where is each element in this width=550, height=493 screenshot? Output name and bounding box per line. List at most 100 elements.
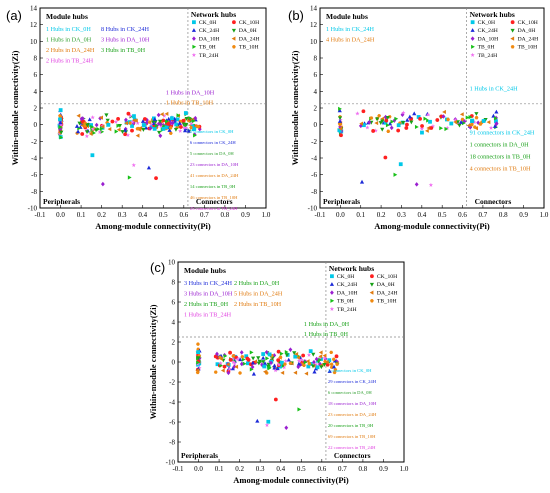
- x-tick-label: 0.0: [336, 211, 345, 219]
- x-tick-label: 0.1: [215, 465, 224, 473]
- data-point: [361, 109, 366, 114]
- data-point: [238, 371, 242, 375]
- data-point: [242, 361, 247, 366]
- data-point: [263, 369, 267, 374]
- data-point: [310, 364, 316, 369]
- data-point: [193, 133, 197, 138]
- data-point: [184, 125, 189, 130]
- x-tick-label: 0.2: [235, 465, 244, 473]
- connector-note: 41 connectors in DA_24H: [190, 173, 239, 178]
- data-point: [186, 128, 191, 133]
- connector-note: 69 connectors in TB_10H: [328, 434, 376, 439]
- data-point: [168, 126, 173, 130]
- legend-marker: [510, 20, 515, 25]
- data-point: [250, 360, 256, 365]
- y-tick-label: 2: [34, 105, 38, 113]
- data-point: [110, 119, 115, 124]
- data-point: [159, 112, 164, 117]
- data-point: [318, 350, 323, 355]
- legend-entry: CK_24H: [478, 28, 498, 34]
- data-point: [181, 122, 186, 127]
- module-hubs-label: Module hubs: [184, 266, 226, 275]
- data-point: [385, 123, 390, 128]
- connector-note: 29 connectors in CK_24H: [328, 379, 377, 384]
- data-point: [306, 364, 311, 369]
- data-point: [262, 364, 267, 369]
- network-hub-note: 1 Hubs in DA_10H: [166, 90, 215, 97]
- data-point: [449, 121, 454, 126]
- x-tick-label: 0.5: [438, 211, 447, 219]
- data-point: [465, 115, 470, 120]
- data-point: [308, 349, 313, 354]
- data-point: [152, 126, 157, 131]
- data-point: [404, 126, 409, 130]
- x-tick-label: 0.2: [97, 211, 106, 219]
- network-hub-note: 1 Hubs in TB_10H: [166, 100, 214, 107]
- data-point: [131, 162, 136, 167]
- y-tick-label: -8: [31, 188, 37, 196]
- legend-entry: DA_10H: [337, 290, 358, 296]
- data-point: [79, 116, 84, 122]
- data-point: [296, 361, 301, 366]
- data-point: [331, 357, 336, 361]
- data-point: [472, 120, 477, 125]
- connector-note: 6 connectors in DA_0H: [328, 390, 372, 395]
- data-point: [319, 357, 323, 361]
- y-tick-label: 10: [168, 259, 176, 267]
- legend-entry: TB_10H: [377, 299, 397, 305]
- data-point: [168, 131, 173, 135]
- y-axis-label: Within-module connectivity(Zi): [148, 304, 158, 419]
- data-point: [162, 113, 167, 118]
- x-tick-label: 0.9: [241, 211, 250, 219]
- data-point: [195, 368, 200, 373]
- x-tick-label: 0.4: [276, 465, 285, 473]
- data-point: [442, 109, 446, 115]
- data-point: [173, 127, 179, 132]
- connector-note: 25 connectors in TB_24H: [190, 206, 238, 211]
- data-point: [394, 116, 399, 121]
- data-point: [196, 350, 201, 355]
- data-point: [312, 369, 317, 374]
- y-tick-label: 4: [314, 88, 318, 96]
- data-point: [405, 117, 410, 122]
- legend-entry: CK_0H: [478, 20, 495, 26]
- data-point: [97, 129, 102, 135]
- data-point: [264, 349, 269, 355]
- y-tick-label: 0: [314, 121, 318, 129]
- data-point: [494, 119, 498, 123]
- network-hubs-label: Network hubs: [191, 10, 236, 19]
- data-point: [405, 122, 409, 127]
- data-point: [227, 366, 232, 371]
- legend-marker: [370, 274, 374, 279]
- data-point: [218, 361, 223, 366]
- data-point: [264, 422, 270, 427]
- data-point: [303, 360, 308, 365]
- data-point: [445, 125, 450, 130]
- connector-note: 91 connectors in CK_24H: [470, 130, 535, 137]
- data-point: [191, 118, 196, 124]
- data-point: [149, 121, 154, 127]
- data-point: [329, 350, 334, 355]
- data-point: [420, 130, 424, 135]
- data-point: [117, 124, 122, 128]
- legend-marker: [470, 20, 475, 25]
- data-point: [367, 120, 372, 125]
- legend-entry: TB_0H: [337, 299, 354, 305]
- data-point: [231, 359, 236, 364]
- legend-entry: TB_24H: [478, 53, 498, 59]
- x-tick-label: 0.1: [356, 211, 365, 219]
- x-tick-label: 0.9: [519, 211, 528, 219]
- data-point: [461, 121, 466, 126]
- data-point: [90, 115, 95, 120]
- data-point: [244, 354, 249, 359]
- data-point: [59, 130, 64, 135]
- network-hubs-label: Network hubs: [470, 10, 515, 19]
- data-point: [226, 370, 231, 376]
- y-tick-label: -10: [28, 205, 38, 213]
- data-point: [90, 124, 94, 130]
- network-hub-note: 1 Hubs in CK_24H: [470, 86, 518, 93]
- data-point: [251, 371, 256, 376]
- x-tick-label: 1.0: [400, 465, 409, 473]
- data-point: [327, 358, 332, 363]
